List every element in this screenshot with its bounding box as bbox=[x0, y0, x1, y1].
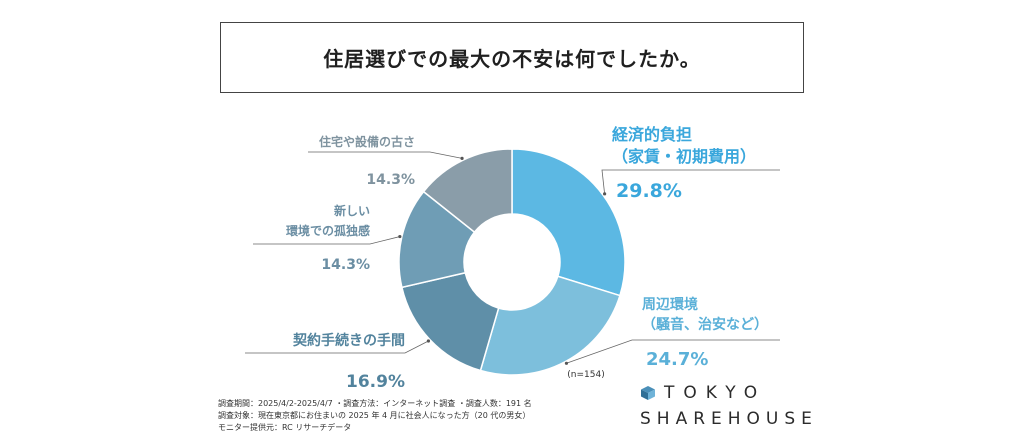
leader-line-3 bbox=[245, 340, 429, 354]
donut-slice-2 bbox=[479, 275, 621, 376]
leader-dot-5 bbox=[460, 156, 464, 161]
leader-dot-1 bbox=[603, 192, 607, 196]
leader-dot-2 bbox=[564, 361, 569, 365]
donut-slices bbox=[398, 148, 626, 376]
leader-line-2 bbox=[566, 339, 780, 364]
leader-dot-4 bbox=[398, 234, 402, 239]
donut-slice-1 bbox=[511, 148, 626, 297]
cube-icon bbox=[641, 386, 655, 400]
leader-line-1 bbox=[601, 169, 780, 194]
slice-label-5-line-1: 住宅や設備の古さ bbox=[319, 134, 415, 149]
donut-slice-3 bbox=[400, 271, 500, 372]
slice-label-3-line-1: 契約手続きの手間 bbox=[292, 332, 405, 349]
footer-line-1: 調査期間：2025/4/2-2025/4/7 ・調査方法：インターネット調査 ・… bbox=[218, 399, 532, 408]
slice-value-3: 16.9% bbox=[346, 372, 405, 392]
leader-dot-3 bbox=[426, 339, 431, 343]
leader-lines bbox=[245, 151, 780, 365]
slice-value-5: 14.3% bbox=[366, 172, 415, 188]
slice-label-4-line-2: 環境での孤独感 bbox=[286, 223, 370, 238]
tokyo-sharehouse-logo: TOKYO SHAREHOUSE bbox=[640, 383, 815, 433]
slice-label-1-line-1: 経済的負担 bbox=[612, 125, 692, 144]
survey-footer: 調査期間：2025/4/2-2025/4/7 ・調査方法：インターネット調査 ・… bbox=[218, 398, 532, 434]
footer-line-2: 調査対象：現在東京都にお住まいの 2025 年 4 月に社会人になった方（20 … bbox=[218, 411, 531, 420]
slice-label-4-line-1: 新しい bbox=[334, 203, 370, 218]
slice-labels: 経済的負担 （家賃・初期費用） 29.8% 周辺環境 （騒音、治安など） 24.7% 契約手… bbox=[286, 125, 768, 392]
slice-value-2: 24.7% bbox=[646, 349, 708, 370]
slice-value-4: 14.3% bbox=[321, 257, 370, 273]
title-box: 住居選びでの最大の不安は何でしたか。 bbox=[220, 22, 804, 93]
logo-tokyo-text: TOKYO bbox=[664, 383, 767, 403]
sample-size-label: (n=154) bbox=[567, 370, 604, 380]
logo-sharehouse-text: SHAREHOUSE bbox=[640, 409, 818, 429]
leader-line-4 bbox=[253, 236, 400, 245]
slice-value-1: 29.8% bbox=[616, 180, 682, 202]
donut-slice-5 bbox=[422, 148, 513, 234]
leader-line-5 bbox=[308, 151, 463, 159]
footer-line-3: モニター提供元：RC リサーチデータ bbox=[218, 423, 352, 432]
slice-label-2-line-2: （騒音、治安など） bbox=[642, 316, 768, 333]
slice-label-2-line-1: 周辺環境 bbox=[642, 296, 698, 313]
chart-title: 住居選びでの最大の不安は何でしたか。 bbox=[323, 47, 701, 71]
slice-label-1-line-2: （家賃・初期費用） bbox=[612, 147, 756, 166]
